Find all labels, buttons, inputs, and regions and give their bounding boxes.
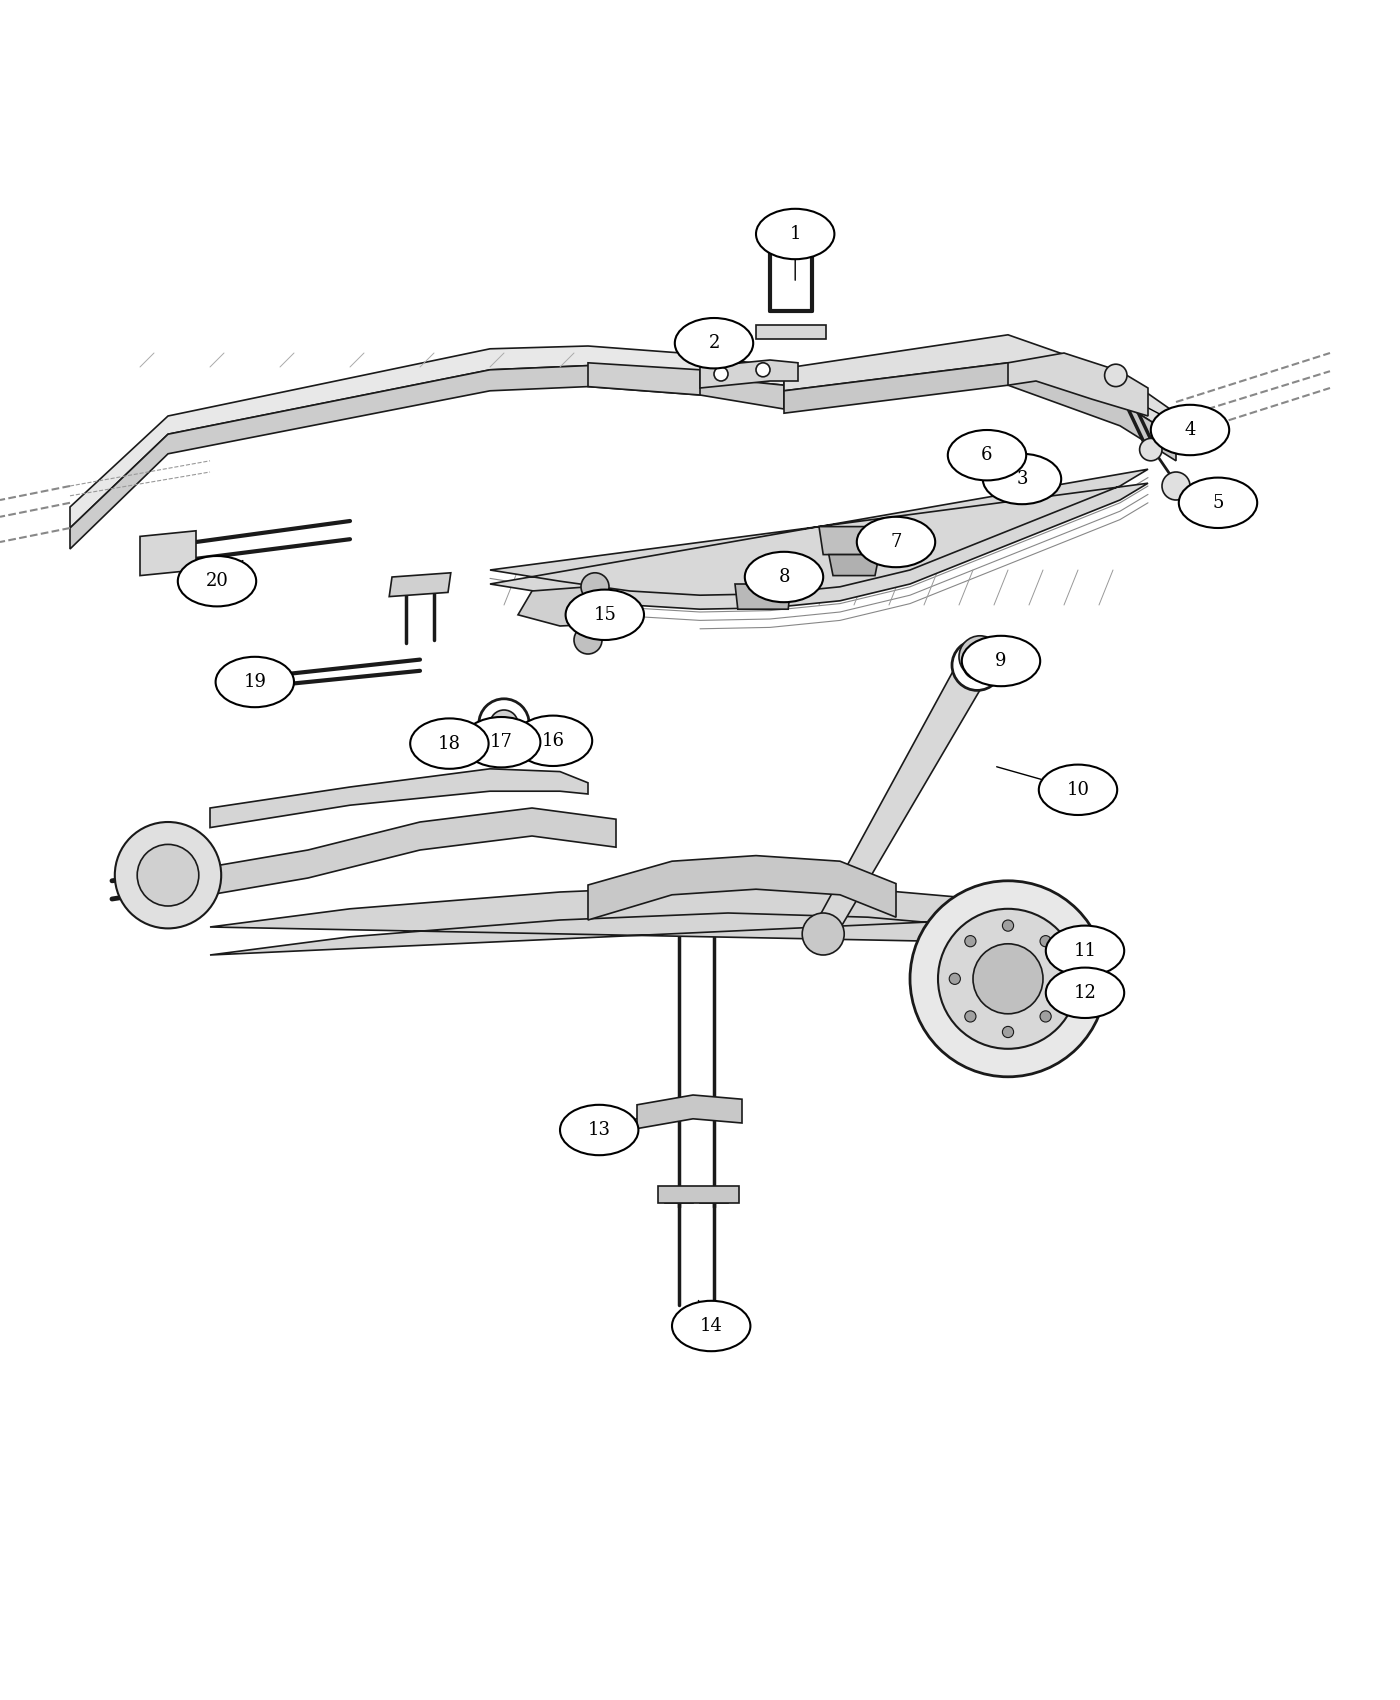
Ellipse shape [983, 454, 1061, 505]
Circle shape [973, 944, 1043, 1013]
Ellipse shape [514, 716, 592, 767]
Ellipse shape [756, 209, 834, 258]
Ellipse shape [948, 430, 1026, 481]
Text: 20: 20 [206, 573, 228, 590]
Ellipse shape [857, 517, 935, 568]
Text: 16: 16 [542, 731, 564, 750]
Text: 9: 9 [995, 653, 1007, 670]
Circle shape [938, 910, 1078, 1049]
Text: 15: 15 [594, 605, 616, 624]
Ellipse shape [962, 636, 1040, 687]
Ellipse shape [462, 717, 540, 767]
Ellipse shape [1039, 765, 1117, 814]
Circle shape [490, 711, 518, 738]
Polygon shape [210, 768, 588, 828]
Circle shape [1105, 364, 1127, 386]
Text: 11: 11 [1074, 942, 1096, 960]
Ellipse shape [672, 1300, 750, 1352]
Ellipse shape [745, 552, 823, 602]
Text: 12: 12 [1074, 984, 1096, 1001]
Polygon shape [1008, 354, 1148, 416]
Text: 14: 14 [700, 1318, 722, 1334]
Ellipse shape [1046, 967, 1124, 1018]
Circle shape [246, 666, 280, 700]
Polygon shape [735, 585, 791, 609]
Circle shape [802, 913, 844, 955]
Polygon shape [588, 855, 896, 920]
Text: 10: 10 [1067, 780, 1089, 799]
Text: 3: 3 [1016, 469, 1028, 488]
Circle shape [963, 651, 991, 680]
Text: 19: 19 [244, 673, 266, 690]
Text: 18: 18 [438, 734, 461, 753]
Polygon shape [490, 469, 1148, 609]
Circle shape [479, 699, 529, 750]
Text: 17: 17 [490, 733, 512, 751]
Circle shape [1040, 935, 1051, 947]
Polygon shape [665, 1188, 693, 1204]
Circle shape [1040, 1012, 1051, 1022]
Circle shape [910, 881, 1106, 1076]
Ellipse shape [1179, 478, 1257, 529]
Circle shape [714, 367, 728, 381]
Circle shape [756, 362, 770, 377]
Polygon shape [70, 347, 784, 529]
Text: 13: 13 [588, 1120, 610, 1139]
Text: 6: 6 [981, 445, 993, 464]
Circle shape [574, 626, 602, 654]
Polygon shape [819, 527, 889, 554]
Text: 1: 1 [790, 224, 801, 243]
Ellipse shape [566, 590, 644, 639]
Circle shape [965, 1012, 976, 1022]
Text: 5: 5 [1212, 493, 1224, 512]
Polygon shape [784, 362, 1176, 461]
Circle shape [115, 823, 221, 928]
Circle shape [137, 845, 199, 906]
Circle shape [965, 935, 976, 947]
Polygon shape [389, 573, 451, 597]
Text: 8: 8 [778, 568, 790, 586]
Polygon shape [588, 362, 700, 394]
Ellipse shape [1046, 925, 1124, 976]
Ellipse shape [216, 656, 294, 707]
Text: 2: 2 [708, 335, 720, 352]
Circle shape [581, 573, 609, 600]
Text: 7: 7 [890, 534, 902, 551]
Circle shape [1002, 920, 1014, 932]
Polygon shape [658, 1187, 739, 1204]
Ellipse shape [1151, 405, 1229, 456]
Circle shape [952, 639, 1002, 690]
Polygon shape [518, 586, 630, 626]
Polygon shape [784, 335, 1176, 437]
Circle shape [1162, 473, 1190, 500]
Circle shape [1056, 972, 1067, 984]
Polygon shape [813, 648, 994, 940]
Ellipse shape [560, 1105, 638, 1156]
Polygon shape [829, 554, 879, 576]
Circle shape [949, 972, 960, 984]
Ellipse shape [675, 318, 753, 369]
Polygon shape [140, 530, 196, 576]
Polygon shape [700, 360, 798, 388]
Text: 4: 4 [1184, 422, 1196, 439]
Polygon shape [70, 366, 784, 549]
Circle shape [1002, 1027, 1014, 1037]
Polygon shape [210, 886, 1064, 955]
Ellipse shape [178, 556, 256, 607]
Polygon shape [637, 1095, 742, 1129]
Circle shape [1140, 439, 1162, 461]
Polygon shape [756, 325, 826, 338]
Polygon shape [700, 1188, 728, 1204]
Circle shape [959, 636, 1001, 678]
Ellipse shape [410, 719, 489, 768]
Polygon shape [210, 808, 616, 894]
